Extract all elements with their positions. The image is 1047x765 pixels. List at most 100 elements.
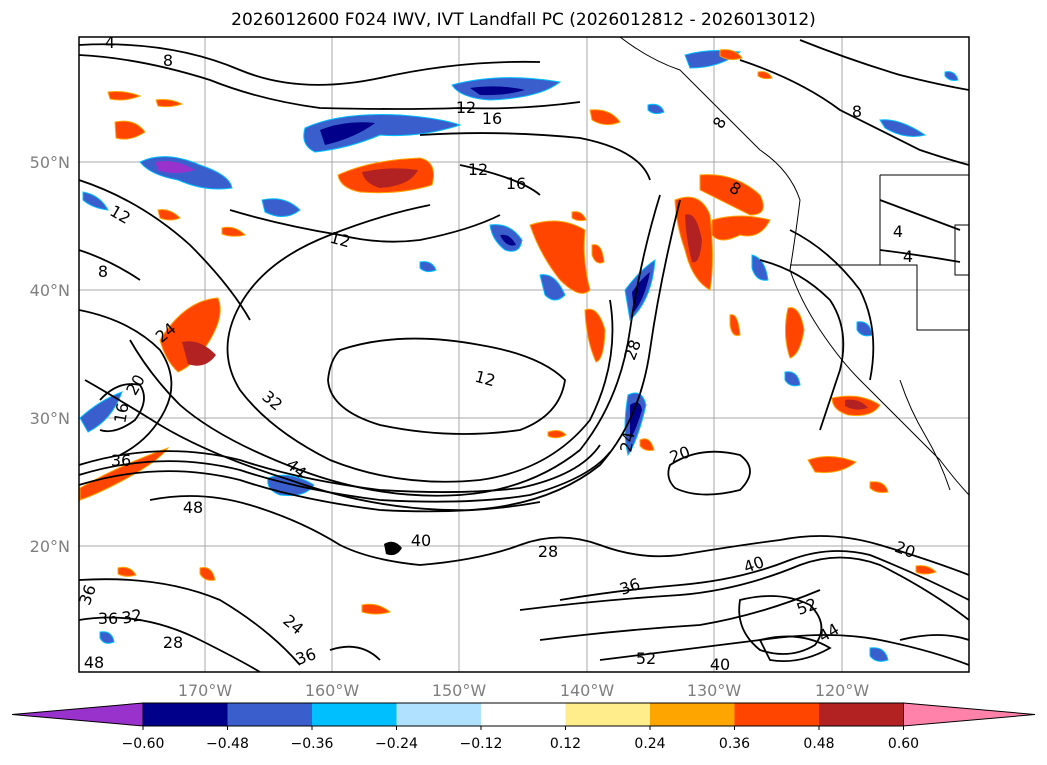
colorbar-segment xyxy=(565,703,651,726)
contour-label: 48 xyxy=(183,498,203,517)
red-patch xyxy=(362,168,418,188)
contour-label: 16 xyxy=(482,109,502,128)
contour-label: 8 xyxy=(98,262,108,281)
colorbar-tick-label: −0.24 xyxy=(375,736,418,752)
lat-label-30n: 30°N xyxy=(30,409,70,428)
contour-line xyxy=(226,204,614,483)
colorbar-frame xyxy=(142,702,904,727)
contour-label: 28 xyxy=(163,633,183,652)
contour-line xyxy=(459,164,541,196)
red-patch xyxy=(571,211,587,222)
contour-line xyxy=(739,59,969,166)
colorbar-segment xyxy=(481,703,566,726)
contour-label: 16 xyxy=(506,174,526,193)
contour-label: 4 xyxy=(105,33,115,52)
red-patch xyxy=(529,220,591,294)
contour-label: 12 xyxy=(473,367,498,391)
colorbar-segment xyxy=(227,703,313,726)
blue-patch xyxy=(751,254,769,281)
contour-label: 12 xyxy=(468,160,488,179)
colorbar-tick-label: −0.36 xyxy=(291,736,334,752)
blue-patch xyxy=(869,647,889,662)
colorbar-tick-label: 0.60 xyxy=(888,736,919,752)
contour-line xyxy=(758,635,832,663)
red-patch xyxy=(107,91,142,101)
colorbar-tick-label: 0.24 xyxy=(634,736,665,752)
blue-patch xyxy=(99,631,115,644)
contour-line xyxy=(879,199,961,231)
contour-label: 36 xyxy=(98,609,118,628)
red-patch xyxy=(719,49,743,61)
lat-label-20n: 20°N xyxy=(30,537,70,556)
blue-patch xyxy=(632,272,650,312)
lon-label-150w: 150°W xyxy=(432,681,487,700)
contour-label: 8 xyxy=(163,51,173,70)
red-patch xyxy=(155,99,184,108)
blue-patch xyxy=(82,191,109,211)
contour-line xyxy=(79,578,301,666)
colorbar-extend-low xyxy=(11,702,144,727)
contour-line xyxy=(79,309,173,456)
contour-line xyxy=(759,259,845,431)
contour-line xyxy=(539,589,821,641)
contour-line xyxy=(419,132,651,181)
red-patch xyxy=(685,214,702,263)
contour-line xyxy=(149,495,521,566)
blue-patch xyxy=(539,274,566,301)
contour-line xyxy=(599,634,969,666)
contour-line xyxy=(79,249,141,281)
contour-line xyxy=(327,337,566,435)
contour-line xyxy=(899,634,969,641)
blue-patch xyxy=(647,103,665,115)
colorbar-tick-label: −0.48 xyxy=(206,736,249,752)
colorbar-tick-label: −0.60 xyxy=(122,736,165,752)
dark-blob xyxy=(384,541,402,556)
contour-label: 48 xyxy=(84,653,104,672)
red-patch xyxy=(915,565,937,575)
blue-patch xyxy=(784,371,801,387)
red-patch xyxy=(869,481,889,493)
graticule xyxy=(79,37,969,672)
red-patch xyxy=(711,215,771,241)
red-patch xyxy=(159,297,221,373)
blue-patch xyxy=(944,71,959,81)
lon-label-140w: 140°W xyxy=(560,681,615,700)
contour-line xyxy=(79,179,251,321)
red-patch xyxy=(199,567,216,581)
lon-label-170w: 170°W xyxy=(178,681,233,700)
blue-patch xyxy=(261,198,301,217)
contour-line xyxy=(559,550,969,601)
blue-patch xyxy=(79,391,123,433)
lat-label-50n: 50°N xyxy=(30,153,70,172)
contour-line xyxy=(789,229,875,381)
red-patch xyxy=(807,456,857,473)
colorbar-tick-label: −0.12 xyxy=(460,736,503,752)
red-patch xyxy=(182,341,216,366)
contour-line xyxy=(519,535,969,576)
red-patch xyxy=(584,308,606,363)
red-patch xyxy=(361,603,392,615)
contour-line xyxy=(519,556,969,621)
blue-patch xyxy=(155,161,195,173)
colorbar-segment xyxy=(734,703,820,726)
blue-patch xyxy=(320,122,375,145)
red-patch xyxy=(845,399,868,410)
red-patch xyxy=(157,209,181,221)
blue-patch xyxy=(500,234,516,246)
contour-line xyxy=(129,194,661,497)
blue-patch xyxy=(879,119,927,137)
red-patch xyxy=(591,244,605,264)
contour-line xyxy=(79,470,541,513)
colorbar-extend-high xyxy=(903,702,1036,727)
contour-label: 12 xyxy=(456,98,476,117)
red-patch xyxy=(729,314,741,336)
contour-line xyxy=(667,450,751,496)
lon-label-120w: 120°W xyxy=(815,681,870,700)
red-patch xyxy=(221,226,246,237)
contour-label: 4 xyxy=(893,222,903,241)
red-patch xyxy=(639,438,655,451)
contour-line xyxy=(79,444,601,493)
contour-line xyxy=(329,645,381,661)
blue-patch xyxy=(419,261,437,273)
